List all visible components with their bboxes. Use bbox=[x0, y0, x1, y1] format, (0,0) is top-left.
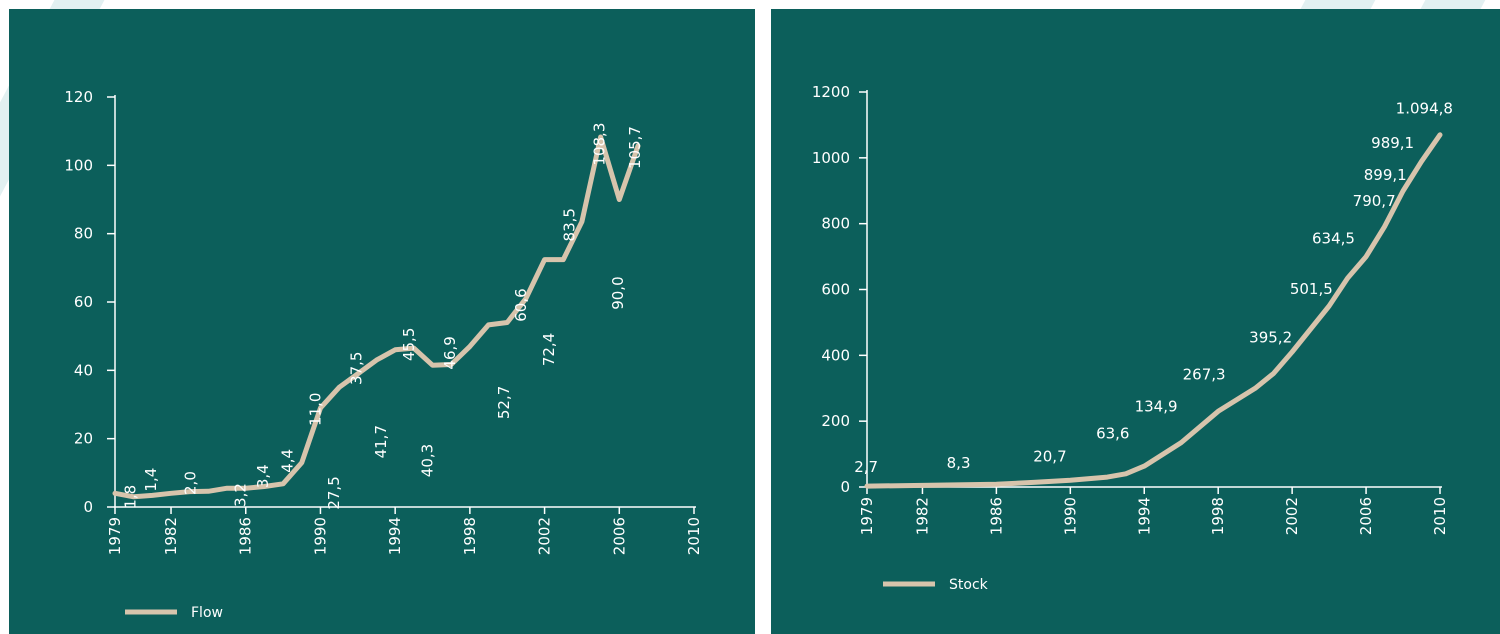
data-label: 501,5 bbox=[1290, 280, 1333, 298]
data-label: 11,0 bbox=[306, 393, 324, 426]
x-tick-label: 1979 bbox=[106, 517, 124, 555]
y-tick-label: 0 bbox=[840, 478, 850, 496]
x-tick-label: 2010 bbox=[685, 517, 703, 555]
data-label: 3,2 bbox=[232, 483, 250, 507]
y-tick-label: 100 bbox=[64, 156, 93, 174]
stock-chart: 0 200 400 600 800 1000 1200 1979 1982 1986 1990 199… bbox=[812, 83, 1453, 593]
x-tick-label: 1994 bbox=[386, 517, 404, 555]
x-tick-label: 1982 bbox=[913, 497, 931, 535]
data-label: 60,6 bbox=[512, 288, 530, 321]
y-tick-label: 20 bbox=[74, 430, 93, 448]
y-tick-label: 600 bbox=[821, 281, 850, 299]
y-tick-label: 80 bbox=[74, 225, 93, 243]
y-tick-label: 40 bbox=[74, 361, 93, 379]
stock-chart-panel: 0 200 400 600 800 1000 1200 1979 1982 1986 1990 199… bbox=[771, 9, 1500, 634]
data-label: 1,8 bbox=[122, 485, 140, 509]
data-label: 41,7 bbox=[372, 425, 390, 458]
x-tick-label: 1986 bbox=[237, 517, 255, 555]
data-label: 8,3 bbox=[947, 454, 971, 472]
x-tick-label: 2010 bbox=[1431, 497, 1449, 535]
data-label: 27,5 bbox=[325, 476, 343, 509]
data-label: 267,3 bbox=[1183, 366, 1226, 384]
data-label: 634,5 bbox=[1312, 229, 1355, 247]
x-tick-label: 1990 bbox=[1061, 497, 1079, 535]
data-label: 790,7 bbox=[1353, 192, 1396, 210]
x-tick-label: 1998 bbox=[1209, 497, 1227, 535]
data-label: 46,9 bbox=[441, 336, 459, 369]
data-label: 1.094,8 bbox=[1396, 99, 1453, 117]
x-tick-label: 2006 bbox=[610, 517, 628, 555]
x-tick-label: 1990 bbox=[311, 517, 329, 555]
data-label: 108,3 bbox=[590, 123, 608, 166]
flow-chart: 0 20 40 60 80 100 120 1979 1982 1986 1990 1994 1998 2… bbox=[64, 88, 703, 621]
legend-label: Flow bbox=[191, 605, 223, 621]
x-tick-label: 1986 bbox=[987, 497, 1005, 535]
x-tick-label: 1994 bbox=[1135, 497, 1153, 535]
y-tick-label: 0 bbox=[83, 498, 93, 516]
data-label: 2,7 bbox=[854, 458, 878, 476]
data-label: 63,6 bbox=[1096, 425, 1129, 443]
x-tick-label: 1982 bbox=[162, 517, 180, 555]
data-label: 4,4 bbox=[278, 449, 296, 473]
y-tick-label: 120 bbox=[64, 88, 93, 106]
data-label: 134,9 bbox=[1135, 398, 1178, 416]
data-label: 3,4 bbox=[254, 464, 272, 488]
data-label: 52,7 bbox=[495, 386, 513, 419]
series-line-flow bbox=[112, 134, 641, 500]
x-tick-label: 2002 bbox=[1283, 497, 1301, 535]
data-label: 83,5 bbox=[560, 208, 578, 241]
y-tick-label: 800 bbox=[821, 215, 850, 233]
y-tick-label: 400 bbox=[821, 346, 850, 364]
data-label: 395,2 bbox=[1249, 328, 1292, 346]
data-label: 90,0 bbox=[609, 276, 627, 309]
data-label: 2,0 bbox=[181, 471, 199, 495]
data-label: 899,1 bbox=[1364, 166, 1407, 184]
y-tick-label: 60 bbox=[74, 293, 93, 311]
data-label: 1,4 bbox=[142, 468, 160, 492]
y-tick-label: 200 bbox=[821, 412, 850, 430]
data-label: 20,7 bbox=[1033, 447, 1066, 465]
legend-label: Stock bbox=[949, 577, 989, 593]
data-label: 40,3 bbox=[419, 444, 437, 477]
x-tick-label: 1979 bbox=[858, 497, 876, 535]
data-label: 45,5 bbox=[400, 328, 418, 361]
series-line-stock bbox=[864, 132, 1443, 489]
y-tick-label: 1000 bbox=[812, 149, 850, 167]
x-tick-label: 2006 bbox=[1357, 497, 1375, 535]
x-tick-label: 2002 bbox=[536, 517, 554, 555]
data-label: 37,5 bbox=[348, 352, 366, 385]
y-tick-label: 1200 bbox=[812, 83, 850, 101]
data-label: 105,7 bbox=[626, 126, 644, 169]
data-label: 989,1 bbox=[1371, 134, 1414, 152]
data-label: 72,4 bbox=[540, 333, 558, 366]
flow-chart-panel: 0 20 40 60 80 100 120 1979 1982 1986 1990 1994 1998 2… bbox=[9, 9, 755, 634]
x-tick-label: 1998 bbox=[461, 517, 479, 555]
